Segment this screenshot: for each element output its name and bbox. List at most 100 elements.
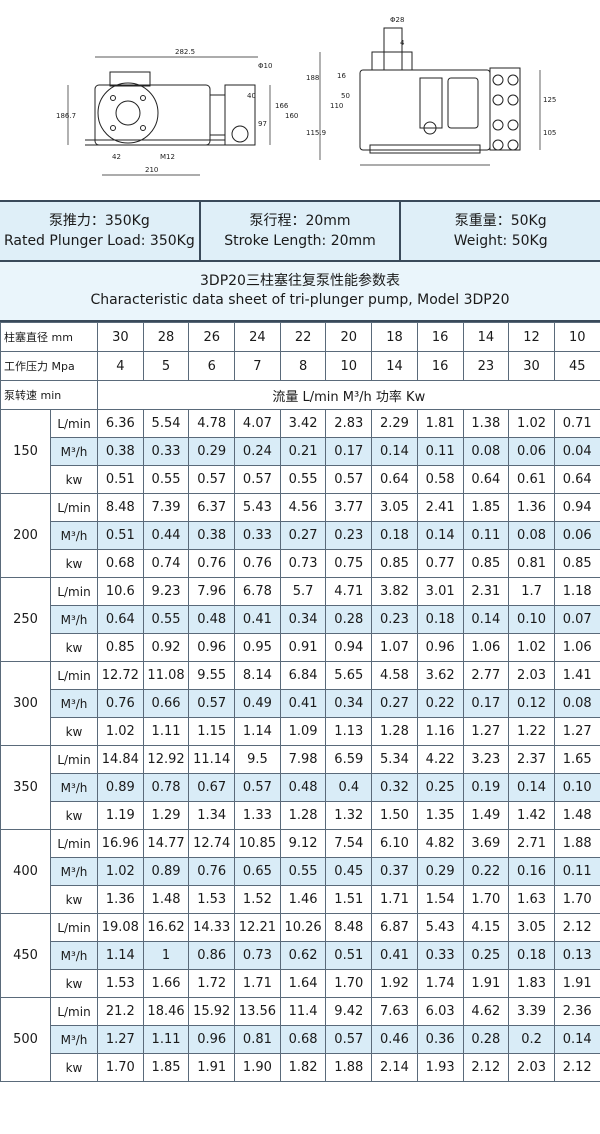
speed-cell: 450 [0,913,51,998]
value-cell: 0.45 [325,857,373,886]
value-cell: 0.14 [371,437,418,466]
unit-cell: kw [50,885,98,914]
value-cell: 14.33 [188,913,236,942]
value-cell: 12.74 [188,829,236,858]
value-cell: 1.36 [97,885,144,914]
speed-cell: 250 [0,577,51,662]
pressure-cell: 10 [325,351,373,381]
diameter-cell: 22 [279,322,327,352]
value-cell: 1.88 [553,829,600,858]
value-cell: 7.54 [325,829,373,858]
unit-cell: kw [50,801,98,830]
dim-label: 4 [400,39,405,47]
value-cell: 1.82 [279,1053,327,1082]
value-cell: 0.14 [508,773,555,802]
value-cell: 0.81 [508,549,555,578]
value-cell: 1.65 [553,745,600,774]
value-cell: 0.14 [462,605,510,634]
value-cell: 1.49 [462,801,510,830]
value-cell: 1.11 [142,717,190,746]
unit-cell: M³/h [50,437,98,466]
value-cell: 0.22 [462,857,510,886]
table-row: kw 1.53 1.66 1.72 1.71 1.64 1.70 1.92 1.74 1.91 1.… [1,969,600,998]
value-cell: 0.64 [462,465,510,494]
value-cell: 0.27 [279,521,327,550]
value-cell: 2.41 [416,493,464,522]
value-cell: 3.39 [508,997,555,1026]
value-cell: 0.64 [371,465,418,494]
value-cell: 1.51 [325,885,373,914]
value-cell: 0.21 [279,437,327,466]
diameter-cell: 30 [97,322,144,352]
value-cell: 1.72 [188,969,236,998]
value-cell: 1.28 [371,717,418,746]
value-cell: 0.66 [142,689,190,718]
value-cell: 3.69 [462,829,510,858]
dim-label: Φ10 [258,62,272,70]
value-cell: 6.84 [279,661,327,690]
value-cell: 1.16 [416,717,464,746]
dim-label: 115.9 [306,129,326,137]
value-cell: 0.51 [97,465,144,494]
spec-zh: 泵重量：50Kg [454,213,547,229]
table-row: 350 L/min 14.84 12.92 11.14 9.5 7.98 6.59 5.34 4.… [0,745,600,830]
unit-cell: L/min [50,829,98,858]
value-cell: 1 [142,941,190,970]
value-cell: 1.42 [508,801,555,830]
table-row: M³/h 0.64 0.55 0.48 0.41 0.34 0.28 0.23 0.18 0.14… [1,605,600,634]
value-cell: 9.55 [188,661,236,690]
speed-cell: 150 [0,409,51,494]
value-cell: 4.58 [371,661,418,690]
value-cell: 5.7 [279,577,327,606]
value-cell: 0.65 [234,857,281,886]
value-cell: 0.57 [188,689,236,718]
value-cell: 11.08 [142,661,190,690]
value-cell: 0.78 [142,773,190,802]
table-row: 250 L/min 10.6 9.23 7.96 6.78 5.7 4.71 3.82 3.01 2… [0,577,600,662]
value-cell: 16.96 [97,829,144,858]
pressure-label: 工作压力 Mpa [0,351,98,381]
value-cell: 1.27 [97,1025,144,1054]
value-cell: 2.29 [371,409,418,438]
value-cell: 0.11 [553,857,600,886]
value-cell: 3.62 [416,661,464,690]
spec-en: Stroke Length: 20mm [224,233,376,249]
dim-label: 50 [341,92,350,100]
diameter-cell: 18 [371,322,418,352]
diameter-cell: 10 [553,322,600,352]
dim-label: 105 [543,129,556,137]
value-cell: 14.84 [97,745,144,774]
diameter-cell: 28 [142,322,190,352]
value-cell: 4.62 [462,997,510,1026]
pump-drawing: 282.5 Φ10 40 186.7 42 M12 210 Φ28 4 188 … [0,0,600,200]
value-cell: 0.76 [234,549,281,578]
value-cell: 0.85 [97,633,144,662]
value-cell: 0.55 [142,465,190,494]
dim-label: Φ28 [390,16,404,24]
value-cell: 1.27 [553,717,600,746]
dim-label: 40 [247,92,256,100]
value-cell: 1.15 [188,717,236,746]
dim-label: 125 [543,96,556,104]
value-cell: 0.51 [97,521,144,550]
table-row: M³/h 0.38 0.33 0.29 0.24 0.21 0.17 0.14 0.11 0.08… [1,437,600,466]
value-cell: 0.71 [553,409,600,438]
value-cell: 0.22 [416,689,464,718]
value-cell: 1.83 [508,969,555,998]
value-cell: 0.64 [553,465,600,494]
value-cell: 1.07 [371,633,418,662]
value-cell: 1.06 [462,633,510,662]
value-cell: 0.16 [508,857,555,886]
value-cell: 9.12 [279,829,327,858]
unit-cell: kw [50,969,98,998]
value-cell: 1.38 [462,409,510,438]
value-cell: 0.73 [279,549,327,578]
table-row: kw 1.19 1.29 1.34 1.33 1.28 1.32 1.50 1.35 1.49 1.… [1,801,600,830]
diameter-cell: 14 [462,322,510,352]
value-cell: 1.81 [416,409,464,438]
table-row: 450 L/min 19.08 16.62 14.33 12.21 10.26 8.48 6.8… [0,913,600,998]
unit-cell: L/min [50,745,98,774]
dim-label: 186.7 [56,112,76,120]
value-cell: 1.35 [416,801,464,830]
value-cell: 1.28 [279,801,327,830]
